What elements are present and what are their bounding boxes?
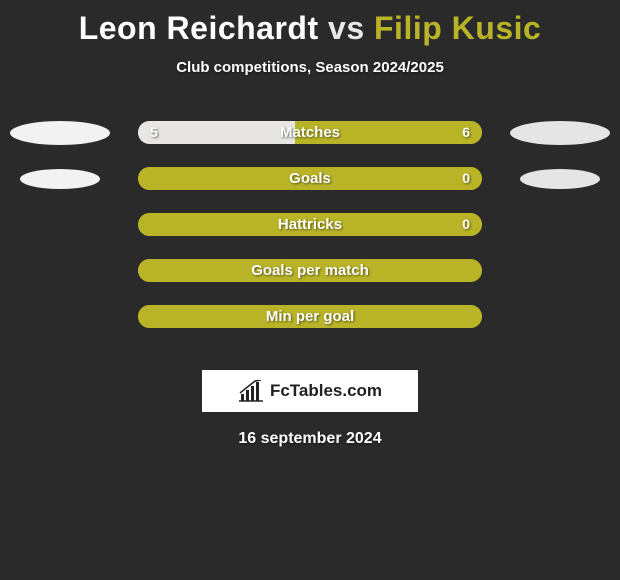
stat-bar-right [138, 259, 482, 282]
stat-row: Matches56 [0, 118, 620, 164]
stat-row: Goals0 [0, 164, 620, 210]
stats-rows: Matches56Goals0Hattricks0Goals per match… [0, 118, 620, 348]
stat-bar [138, 259, 482, 282]
left-ellipse-icon [20, 169, 100, 189]
stat-bar-right [138, 305, 482, 328]
stat-row: Hattricks0 [0, 210, 620, 256]
stat-bar [138, 213, 482, 236]
stat-bar-right [138, 167, 482, 190]
left-ellipse-icon [10, 121, 110, 145]
stat-row: Min per goal [0, 302, 620, 348]
stat-bar-right [138, 213, 482, 236]
title: Leon Reichardt vs Filip Kusic [0, 0, 620, 47]
stat-bar [138, 167, 482, 190]
player2-name: Filip Kusic [374, 10, 541, 46]
stat-row: Goals per match [0, 256, 620, 302]
stat-bar-left [138, 121, 295, 144]
stat-right-value: 6 [462, 121, 470, 144]
right-ellipse-icon [520, 169, 600, 189]
stat-bar-right [295, 121, 482, 144]
subtitle: Club competitions, Season 2024/2025 [0, 59, 620, 76]
brand-card: FcTables.com [202, 370, 418, 412]
date-label: 16 september 2024 [0, 430, 620, 448]
stat-bar [138, 121, 482, 144]
player1-name: Leon Reichardt [79, 10, 319, 46]
right-ellipse-icon [510, 121, 610, 145]
stat-left-value: 5 [150, 121, 158, 144]
stat-right-value: 0 [462, 167, 470, 190]
comparison-card: Leon Reichardt vs Filip Kusic Club compe… [0, 0, 620, 580]
stat-right-value: 0 [462, 213, 470, 236]
brand-text: FcTables.com [270, 381, 382, 401]
brand-chart-icon [238, 380, 264, 402]
stat-bar [138, 305, 482, 328]
vs-label: vs [328, 10, 365, 46]
